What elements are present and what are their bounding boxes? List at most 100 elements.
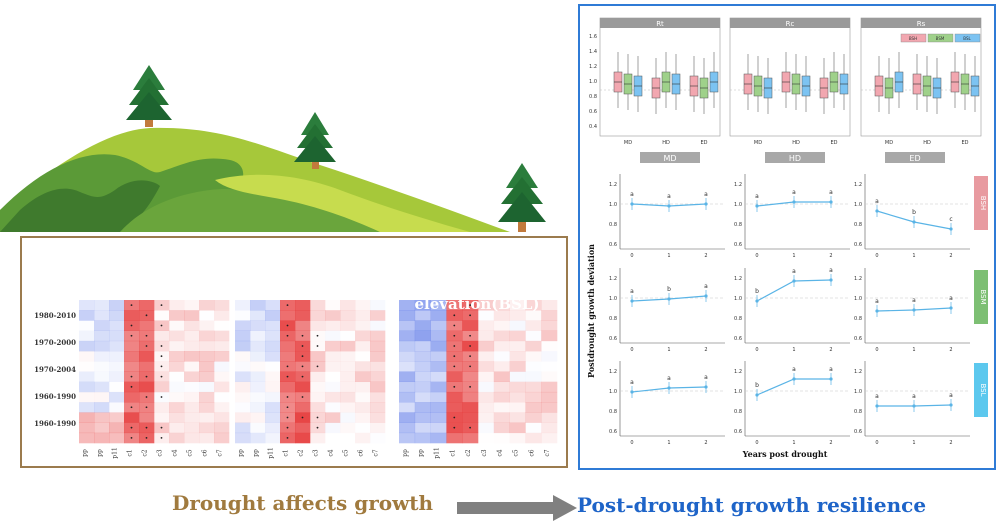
lineplot-x-tick: 0 (630, 440, 633, 446)
heatmap-cell (124, 351, 140, 362)
heatmap-cell (109, 310, 125, 321)
heatmap-cell (184, 310, 200, 321)
boxplot-strip (600, 18, 720, 28)
heatmap-cell (94, 371, 110, 383)
heatmap-cell (430, 381, 447, 393)
heatmap-cell (493, 320, 510, 331)
significance-letter: a (667, 375, 671, 382)
heatmap-cell (462, 402, 479, 413)
lineplot-y-tick: 1.0 (854, 202, 862, 208)
heatmap-cell (235, 300, 251, 311)
significance-dot (130, 334, 133, 337)
lineplot-y-tick: 0.8 (734, 222, 742, 228)
boxplot-y-tick: 1.4 (589, 49, 597, 55)
significance-dot (286, 365, 289, 368)
heatmap-cell (446, 391, 463, 403)
heatmap-col-label: c3 (313, 449, 320, 456)
significance-dot (130, 406, 133, 409)
lineplot-x-tick: 1 (912, 347, 915, 353)
heatmap-cell (235, 392, 250, 403)
heatmap-cell (414, 310, 431, 321)
heatmap-cell (478, 320, 495, 331)
heatmap-cell (265, 351, 281, 362)
boxplot-x-tick: MD (624, 140, 632, 146)
significance-letter: b (755, 288, 759, 295)
column-tag-label: ED (909, 154, 920, 163)
heatmap-cell (250, 340, 266, 352)
heatmap-cell (250, 300, 266, 311)
column-tag-label: HD (789, 154, 801, 163)
heatmap-cell (340, 381, 356, 393)
heatmap-cell (184, 382, 199, 393)
heatmap-cell (250, 412, 266, 423)
data-point (755, 393, 759, 397)
heatmap-cell (462, 391, 479, 403)
heatmap-cell (235, 381, 251, 393)
significance-dot (160, 375, 163, 378)
heatmap-cell (509, 340, 526, 352)
lineplot-y-tick: 1.2 (734, 182, 742, 188)
heatmap-cell (235, 402, 250, 413)
boxplot-y-tick: 1.2 (589, 64, 597, 70)
data-point (792, 377, 796, 381)
heatmap-cell (214, 412, 230, 423)
heatmap-cell (541, 341, 557, 352)
significance-letter: a (704, 283, 708, 290)
lineplot-y-tick: 1.2 (854, 369, 862, 375)
heatmap-cell (493, 340, 510, 352)
heatmap-cell (493, 330, 510, 342)
heatmap-cell (124, 310, 140, 321)
heatmap-cell (414, 422, 431, 434)
heatmap-cell (184, 300, 200, 311)
heatmap-col-label: p11 (112, 447, 119, 458)
heatmap-cell (250, 423, 265, 434)
heatmap-cell (265, 371, 281, 383)
heatmap-cell (250, 381, 266, 393)
lineplot-y-tick: 0.8 (609, 409, 617, 415)
significance-dot (130, 375, 133, 378)
heatmap-cell (169, 340, 185, 352)
lineplot-y-tick: 0.6 (734, 429, 742, 435)
lineplot-y-tick: 1.2 (609, 276, 617, 282)
lineplot-y-tick: 0.6 (854, 336, 862, 342)
lineplot-y-tick: 1.0 (734, 296, 742, 302)
heatmap-cell (430, 402, 447, 413)
data-point (667, 204, 671, 208)
heatmap-cell (214, 310, 230, 321)
heatmap-cell (509, 391, 526, 403)
significance-dot (145, 345, 148, 347)
lineplot-x-tick: 0 (630, 253, 633, 259)
column-tag (885, 152, 945, 163)
significance-dot (160, 426, 163, 429)
heatmap-cell (399, 351, 416, 362)
boxplot-x-tick: HD (792, 140, 800, 146)
significance-dot (453, 304, 456, 307)
heatmap-row-label: 1970-2004 (34, 365, 76, 374)
heatmap-cell (109, 340, 125, 352)
label-low-elevation: low elevation(BSL) (414, 265, 540, 313)
heatmap-cell (250, 320, 266, 331)
resilience-panel: Rt MD HD ED Rc MD HD ED Rs MD HD ED BSH BSM BSL 1.6 1.4 1… (578, 4, 996, 470)
lineplot-x-tick: 2 (949, 347, 952, 353)
heatmap-col-label: c1 (127, 449, 134, 456)
heatmap-cell (169, 412, 185, 423)
caption-drought-affects-growth: Drought affects growth (172, 491, 434, 515)
heatmap-cell (169, 310, 185, 321)
heatmap-col-label: c6 (358, 449, 365, 456)
significance-dot (145, 426, 148, 429)
heatmap-cell (325, 340, 341, 352)
boxplot-x-tick: ED (700, 140, 707, 146)
heatmap-cell (199, 340, 215, 352)
heatmap-cell (493, 412, 510, 423)
heatmap-cell (493, 381, 510, 393)
caption-post-drought-resilience: Post-drought growth resilience (577, 493, 927, 517)
heatmap-cell (399, 300, 416, 311)
heatmap-col-label: c7 (217, 449, 224, 456)
heatmap-cell (295, 402, 311, 413)
heatmap-col-label: pp (253, 449, 260, 457)
heatmap-cell (184, 422, 200, 434)
heatmap-cell (169, 392, 184, 403)
heatmap-cell (79, 351, 95, 362)
heatmap-cell (541, 381, 558, 393)
heatmap-cell (214, 340, 230, 352)
